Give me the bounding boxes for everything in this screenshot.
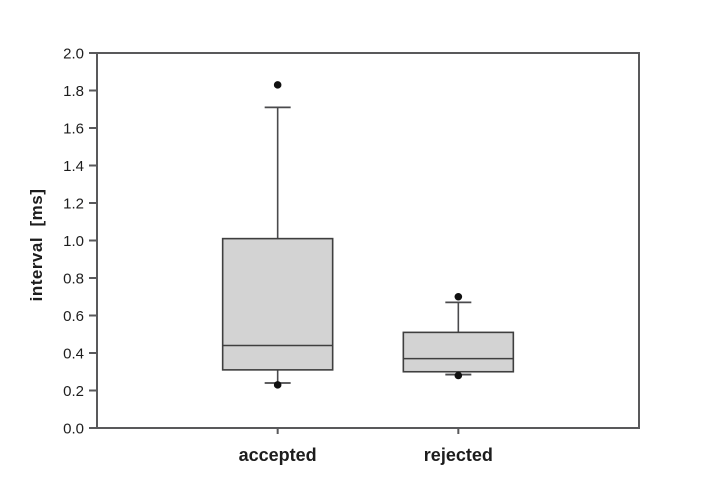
plot-frame — [96, 52, 640, 429]
y-tick-label: 1.8 — [63, 83, 84, 100]
y-tick-label: 0.2 — [63, 383, 84, 400]
outlier-dot-accepted — [273, 81, 282, 89]
y-tick-label: 0.4 — [63, 345, 84, 362]
outlier-dot-rejected — [454, 371, 463, 380]
y-tick-label: 0.6 — [63, 308, 84, 325]
y-tick-label: 1.2 — [63, 195, 84, 212]
y-tick-label: 1.4 — [63, 158, 84, 175]
y-tick-label: 1.0 — [63, 233, 84, 250]
y-axis-label: interval [ms] — [27, 188, 46, 302]
y-tick-label: 2.0 — [63, 45, 84, 62]
y-tick-label: 1.6 — [63, 120, 84, 137]
y-tick-label: 0.0 — [63, 420, 84, 437]
y-tick-label: 0.8 — [63, 270, 84, 287]
category-label-accepted: accepted — [239, 445, 317, 465]
category-label-rejected: rejected — [424, 445, 493, 465]
box-rejected — [402, 331, 515, 373]
outlier-dot-rejected — [454, 292, 463, 301]
box-accepted — [221, 237, 334, 371]
outlier-dot-accepted — [273, 381, 282, 389]
